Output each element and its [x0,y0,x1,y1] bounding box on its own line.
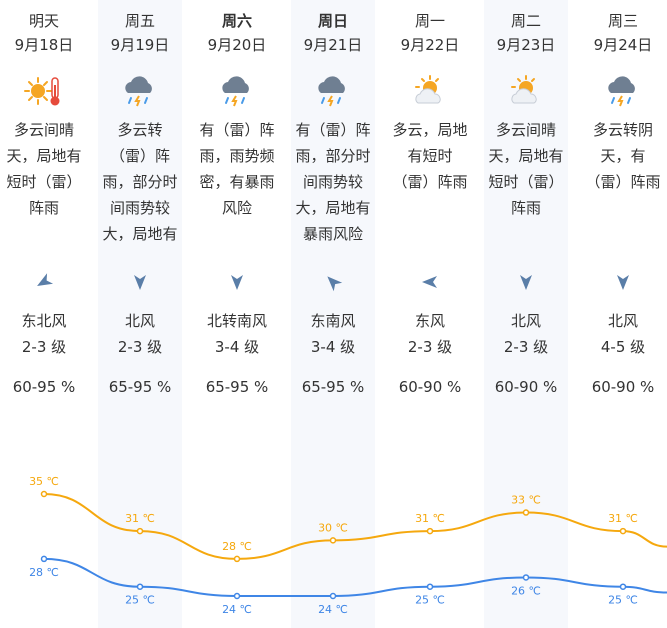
forecast-day-3: 周六 9月20日 有（雷）阵雨，雨势频密，有暴雨风险 北转南风 3-4 级 65… [195,0,279,628]
weekday-label: 周六 [221,12,252,30]
wind-level: 3-4 级 [310,338,356,356]
weekday-label: 周一 [414,12,445,30]
wind-level: 2-3 级 [503,338,549,356]
high-temperature-line [43,493,667,560]
forecast-day-6: 周二 9月23日 多云间晴天，局地有短时（雷）阵雨 北风 2-3 级 60-90… [484,0,568,628]
humidity: 65-95 % [205,378,269,396]
low-temperature-label: 25 ℃ [608,594,638,607]
partly-cloudy-icon [506,75,546,107]
wind-direction: 北风 [510,312,541,330]
weather-description: 多云间晴天，局地有短时（雷）阵雨 [488,121,564,217]
wind-level: 2-3 级 [117,338,163,356]
wind-arrow-icon [134,275,146,290]
high-temperature-label: 30 ℃ [318,521,348,534]
low-temperature-point [136,583,144,590]
humidity: 60-90 % [591,378,655,396]
low-temperature-label: 24 ℃ [318,603,348,616]
low-temperature-point [522,574,530,581]
wind-level: 2-3 级 [21,338,67,356]
high-temperature-label: 35 ℃ [29,475,59,488]
weather-description: 多云，局地有短时（雷）阵雨 [392,121,468,191]
wind-level: 4-5 级 [600,338,646,356]
humidity: 60-90 % [494,378,558,396]
high-temperature-point [40,490,48,498]
weekday-label: 周日 [317,12,348,30]
wind-direction: 东南风 [310,312,356,330]
thunder-rain-icon [217,75,257,107]
thunder-rain-icon [120,75,160,107]
high-temperature-point [329,537,337,544]
partly-cloudy-icon [410,75,450,107]
low-temperature-label: 26 ℃ [511,584,541,597]
low-temperature-point [426,583,434,590]
wind-arrow-icon [327,276,343,292]
forecast-day-7: 周三 9月24日 多云转阴天，有（雷）阵雨 北风 4-5 级 60-90 % [581,0,665,628]
high-temperature-label: 28 ℃ [222,540,252,553]
wind-level: 3-4 级 [214,338,260,356]
weather-description: 多云转（雷）阵雨，部分时间雨势较大，局地有暴雨风险 [102,121,178,243]
wind-direction: 北转南风 [206,312,267,330]
wind-direction: 东北风 [21,312,67,330]
wind-direction: 北风 [607,312,638,330]
low-temperature-label: 25 ℃ [125,594,155,607]
date-label: 9月18日 [14,36,74,54]
wind-arrow-icon [37,273,54,286]
wind-arrow-icon [617,275,629,290]
date-label: 9月20日 [207,36,267,54]
high-temperature-label: 33 ℃ [511,494,541,507]
forecast-day-2: 周五 9月19日 多云转（雷）阵雨，部分时间雨势较大，局地有暴雨风险 北风 2-… [98,0,182,628]
wind-direction: 北风 [124,312,155,330]
low-temperature-point [40,555,48,563]
high-temperature-label: 31 ℃ [125,512,155,525]
weather-description: 有（雷）阵雨，部分时间雨势较大，局地有暴雨风险 [295,121,371,243]
date-label: 9月19日 [110,36,170,54]
weather-description: 多云转阴天，有（雷）阵雨 [585,121,661,191]
low-temperature-label: 28 ℃ [29,566,59,579]
date-label: 9月21日 [303,36,363,54]
forecast-day-4: 周日 9月21日 有（雷）阵雨，部分时间雨势较大，局地有暴雨风险 东南风 3-4… [291,0,375,628]
low-temperature-point [233,592,241,600]
high-temperature-label: 31 ℃ [608,512,638,525]
wind-direction: 东风 [414,312,445,330]
high-temperature-point [233,555,241,563]
weekday-label: 周二 [510,12,541,30]
thunder-rain-icon [603,75,643,107]
forecast-day-1: 明天 9月18日 多云间晴天，局地有短时（雷）阵雨 东北风 2-3 级 60-9… [2,0,86,628]
humidity: 60-95 % [12,378,76,396]
humidity: 65-95 % [301,378,365,396]
high-temperature-point [522,509,530,516]
high-temperature-point [426,527,434,535]
low-temperature-point [329,592,337,600]
low-temperature-point [619,583,627,590]
high-temperature-point [619,527,627,535]
wind-arrow-icon [520,275,532,290]
low-temperature-label: 24 ℃ [222,603,252,616]
weather-description: 多云间晴天，局地有短时（雷）阵雨 [6,121,82,217]
high-temperature-label: 31 ℃ [415,512,445,525]
weekday-label: 周五 [124,12,155,30]
weather-description: 有（雷）阵雨，雨势频密，有暴雨风险 [199,121,275,217]
date-label: 9月22日 [400,36,460,54]
wind-arrow-icon [231,275,243,290]
wind-arrow-icon [422,276,437,288]
forecast-day-5: 周一 9月22日 多云，局地有短时（雷）阵雨 东风 2-3 级 60-90 % [388,0,472,628]
high-temperature-point [136,527,144,535]
weekday-label: 明天 [28,12,59,30]
wind-level: 2-3 级 [407,338,453,356]
weekday-label: 周三 [607,12,638,30]
humidity: 65-95 % [108,378,172,396]
thunder-rain-icon [313,75,353,107]
low-temperature-line [43,557,667,598]
humidity: 60-90 % [398,378,462,396]
low-temperature-label: 25 ℃ [415,594,445,607]
date-label: 9月23日 [496,36,556,54]
date-label: 9月24日 [593,36,653,54]
sunny-thermometer-icon [24,75,64,107]
